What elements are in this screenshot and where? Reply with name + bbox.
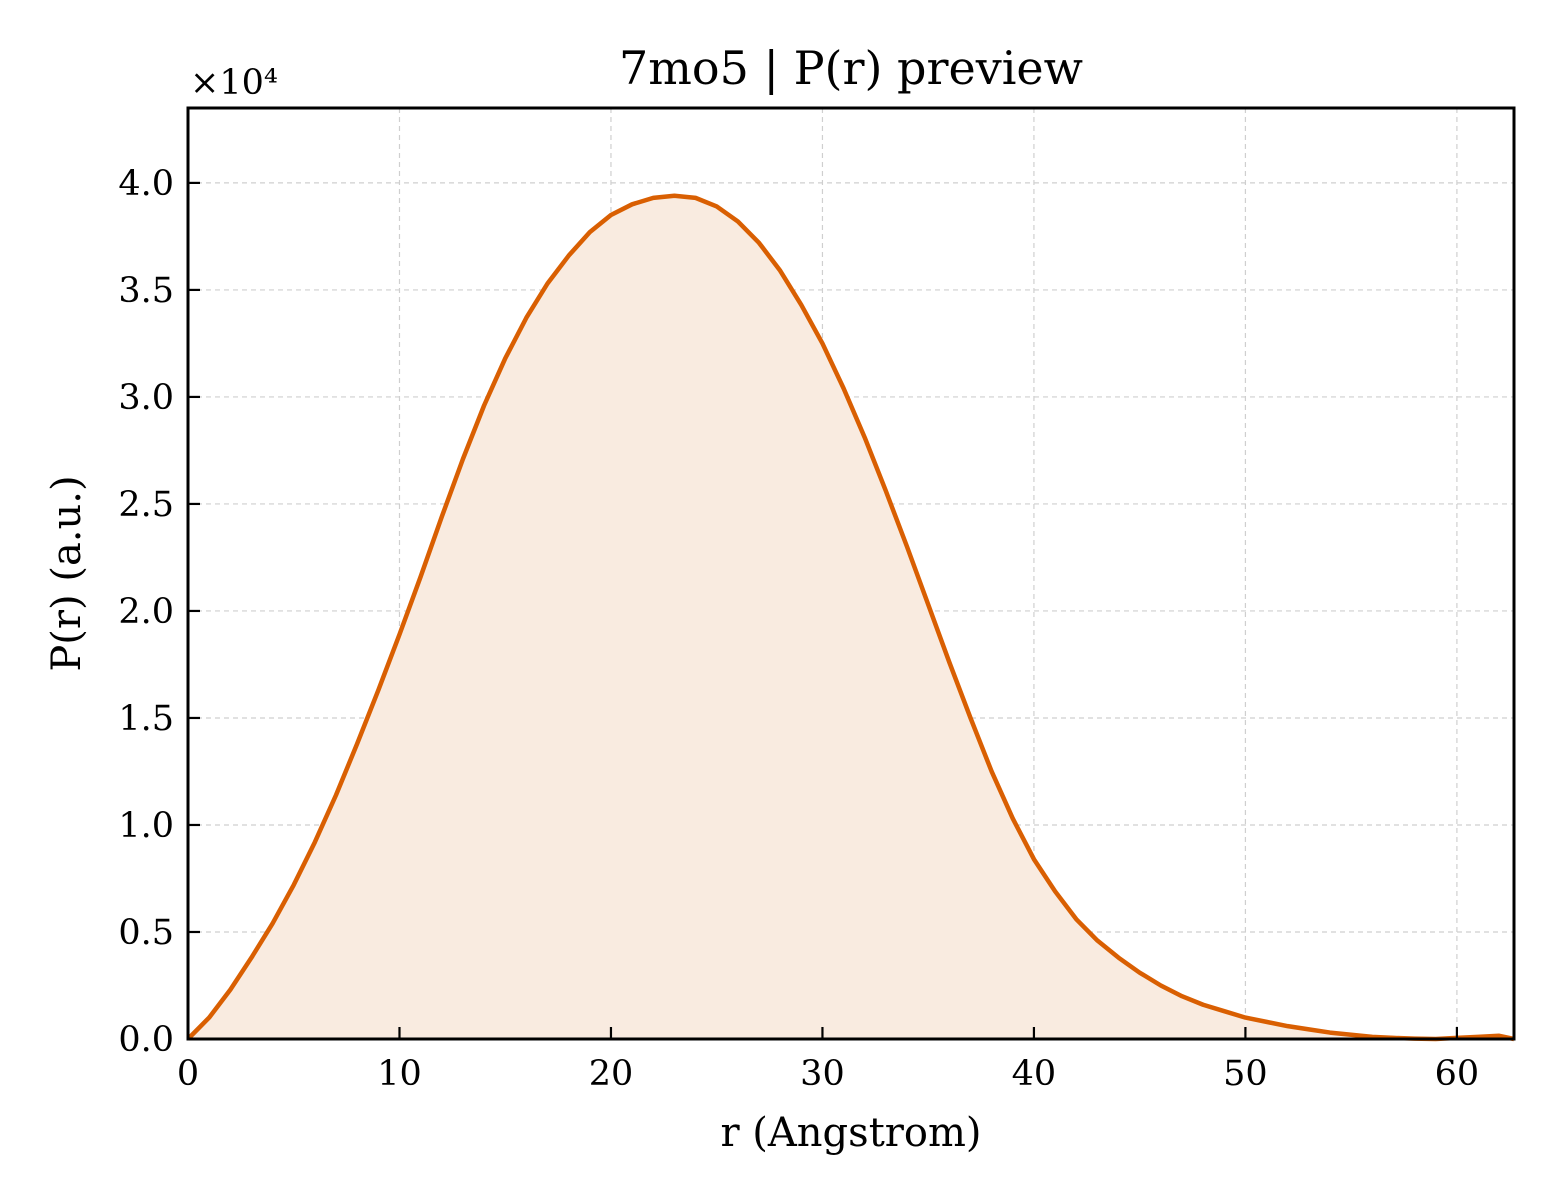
axis-ticks (186, 181, 1458, 1041)
y-tick-label: 1.0 (118, 806, 174, 846)
x-tick-label: 30 (800, 1054, 845, 1094)
chart-title: 7mo5 | P(r) preview (619, 41, 1083, 95)
x-tick-label: 20 (589, 1054, 634, 1094)
pr-series-line (186, 193, 1515, 1042)
x-tick-label: 50 (1223, 1054, 1268, 1094)
y-tick-label: 1.5 (118, 699, 174, 739)
y-tick-label: 0.5 (118, 913, 174, 953)
y-tick-label: 3.0 (118, 378, 174, 418)
y-axis-label: P(r) (a.u.) (44, 475, 90, 671)
y-multiplier-label: ×10⁴ (190, 63, 278, 103)
pr-area-fill (188, 195, 1514, 1039)
y-tick-label: 2.0 (118, 592, 174, 632)
x-tick-label: 60 (1435, 1054, 1480, 1094)
y-tick-label: 0.0 (118, 1020, 174, 1060)
plot-frame (186, 106, 1516, 1041)
x-tick-label: 0 (177, 1054, 199, 1094)
axis-tick-labels: 0 10 20 30 40 50 60 0.0 0.5 1.0 1.5 2.0 2.5 3.0 3.5 4.0 (118, 164, 1479, 1094)
y-tick-label: 4.0 (118, 164, 174, 204)
y-tick-label: 3.5 (118, 271, 174, 311)
x-axis-label: r (Angstrom) (720, 1110, 981, 1156)
x-tick-label: 40 (1012, 1054, 1057, 1094)
y-tick-label: 2.5 (118, 485, 174, 525)
x-tick-label: 10 (377, 1054, 422, 1094)
